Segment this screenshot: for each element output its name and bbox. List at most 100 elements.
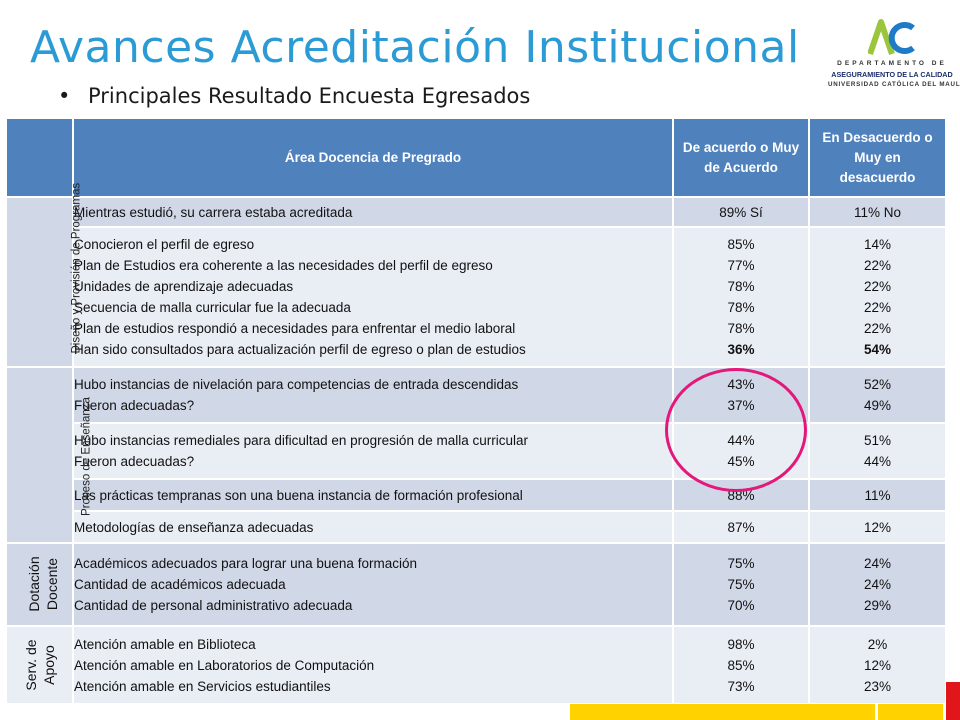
question-text: Conocieron el perfil de egreso — [74, 237, 255, 252]
question-text: Unidades de aprendizaje adecuadas — [74, 279, 294, 294]
category-label: Proceso de Enseñanza — [80, 397, 93, 516]
agree-value: 78% — [727, 279, 755, 294]
question-text: Atención amable en Servicios estudiantil… — [74, 678, 331, 694]
agree-value: 88% — [727, 487, 755, 503]
disagree-value: 22% — [863, 300, 892, 315]
disagree-cell: 14% 22% 22% 22% 22% 54% — [808, 226, 947, 368]
slide-subtitle: • Principales Resultado Encuesta Egresado… — [58, 84, 530, 108]
agree-value: 45% — [727, 454, 755, 469]
disagree-value: 12% — [863, 657, 892, 673]
logo-line-2: ASEGURAMIENTO DE LA CALIDAD — [831, 70, 953, 79]
header-area: Área Docencia de Pregrado — [72, 117, 674, 198]
question-text: Cantidad de personal administrativo adec… — [74, 598, 353, 613]
category-label: Dotación Docente — [26, 556, 60, 612]
logo-line-1: DEPARTAMENTO DE — [837, 60, 947, 67]
disagree-value: 11% No — [853, 204, 902, 220]
disagree-value: 22% — [863, 321, 892, 336]
table-row: Diseño y Provisión de Programas Mientras… — [5, 183, 947, 368]
slide-title: Avances Acreditación Institucional — [30, 22, 800, 73]
footer-yellow-block — [878, 704, 943, 720]
bullet-icon: • — [58, 84, 71, 108]
question-text: Plan de Estudios era coherente a las nec… — [74, 258, 493, 273]
category-staff: Dotación Docente — [5, 542, 74, 627]
disagree-cell: 51% 44% — [808, 422, 947, 480]
question-text: Atención amable en Laboratorios de Compu… — [74, 657, 375, 673]
agree-value: 89% Sí — [719, 204, 763, 220]
agree-cell: 44% 45% — [672, 422, 810, 480]
question-text: Mientras estudió, su carrera estaba acre… — [74, 204, 353, 220]
question-cell: Atención amable en Biblioteca Atención a… — [72, 625, 674, 705]
footer-red-block — [946, 682, 960, 720]
footer-yellow-bar — [570, 704, 875, 720]
question-text: Hubo instancias remediales para dificult… — [74, 433, 528, 448]
table-row: Hubo instancias remediales para dificult… — [6, 422, 947, 480]
agree-cell: 75% 75% 70% — [672, 542, 810, 627]
disagree-value: 29% — [863, 598, 892, 613]
disagree-cell: 11% No — [808, 196, 947, 228]
disagree-value: 44% — [863, 454, 892, 469]
disagree-cell: 12% — [808, 510, 947, 544]
disagree-value: 51% — [863, 433, 892, 448]
category-support: Serv. de Apoyo — [5, 625, 74, 705]
disagree-value: 24% — [863, 556, 892, 571]
agree-value: 87% — [727, 519, 755, 535]
question-cell: Las prácticas tempranas son una buena in… — [72, 478, 674, 512]
agree-value: 78% — [727, 300, 755, 315]
table-header-row: Área Docencia de Pregrado De acuerdo o M… — [5, 117, 947, 198]
subtitle-text: Principales Resultado Encuesta Egresados — [88, 84, 531, 108]
agree-value: 77% — [727, 258, 755, 273]
question-text: Han sido consultados para actualización … — [74, 342, 526, 357]
agree-value-highlight: 36% — [727, 342, 755, 357]
header-corner — [5, 117, 74, 198]
question-text: Las prácticas tempranas son una buena in… — [74, 487, 523, 503]
agree-value: 75% — [727, 556, 755, 571]
disagree-value: 22% — [863, 279, 892, 294]
question-text: Fueron adecuadas? — [74, 398, 195, 413]
agree-value: 73% — [727, 678, 755, 694]
category-design: Diseño y Provisión de Programas — [5, 183, 83, 368]
disagree-value: 2% — [867, 636, 888, 652]
disagree-cell: 24% 24% 29% — [808, 542, 947, 627]
question-text: Fueron adecuadas? — [74, 454, 195, 469]
agree-value: 85% — [727, 657, 755, 673]
question-cell: Académicos adecuados para lograr una bue… — [72, 542, 674, 627]
disagree-value: 49% — [863, 398, 892, 413]
agree-value: 70% — [727, 598, 755, 613]
disagree-value: 22% — [863, 258, 892, 273]
table-row: Las prácticas tempranas son una buena in… — [6, 478, 947, 512]
header-agree: De acuerdo o Muy de Acuerdo — [672, 117, 810, 198]
question-text: Atención amable en Biblioteca — [74, 636, 256, 652]
agree-cell: 89% Sí — [672, 196, 810, 228]
question-text: Hubo instancias de nivelación para compe… — [74, 377, 519, 392]
question-text: Metodologías de enseñanza adecuadas — [74, 519, 314, 535]
department-logo: DEPARTAMENTO DE ASEGURAMIENTO DE LA CALI… — [828, 18, 960, 98]
question-cell: Metodologías de enseñanza adecuadas — [72, 510, 674, 544]
question-text: Secuencia de malla curricular fue la ade… — [74, 300, 351, 315]
disagree-cell: 2% 12% 23% — [808, 625, 947, 705]
agree-value: 78% — [727, 321, 755, 336]
question-cell: Hubo instancias remediales para dificult… — [72, 422, 674, 480]
question-text: Plan de estudios respondió a necesidades… — [74, 321, 516, 336]
agree-value: 98% — [727, 636, 755, 652]
question-cell: Hubo instancias de nivelación para compe… — [72, 366, 674, 424]
question-cell: Mientras estudió, su carrera estaba acre… — [72, 196, 674, 228]
question-text: Cantidad de académicos adecuada — [74, 577, 286, 592]
table-row: Serv. de Apoyo Atención amable en Biblio… — [5, 625, 947, 705]
agree-cell: 87% — [672, 510, 810, 544]
disagree-value: 14% — [863, 237, 892, 252]
disagree-cell: 11% — [808, 478, 947, 512]
question-cell: Conocieron el perfil de egreso Plan de E… — [72, 226, 674, 368]
disagree-value: 52% — [863, 377, 892, 392]
agree-cell: 98% 85% 73% — [672, 625, 810, 705]
agree-value: 75% — [727, 577, 755, 592]
table-row: Dotación Docente Académicos adecuados pa… — [5, 542, 947, 627]
agree-value: 44% — [727, 433, 755, 448]
agree-cell: 88% — [672, 478, 810, 512]
disagree-value: 12% — [863, 519, 892, 535]
table-row: Proceso de Enseñanza Hubo instancias de … — [5, 366, 947, 544]
logo-line-3: UNIVERSIDAD CATÓLICA DEL MAULE — [828, 81, 960, 88]
table-row: Metodologías de enseñanza adecuadas 87% … — [6, 510, 947, 544]
category-label: Serv. de Apoyo — [23, 638, 57, 691]
agree-cell: 43% 37% — [672, 366, 810, 424]
survey-results-table: Área Docencia de Pregrado De acuerdo o M… — [5, 117, 947, 705]
